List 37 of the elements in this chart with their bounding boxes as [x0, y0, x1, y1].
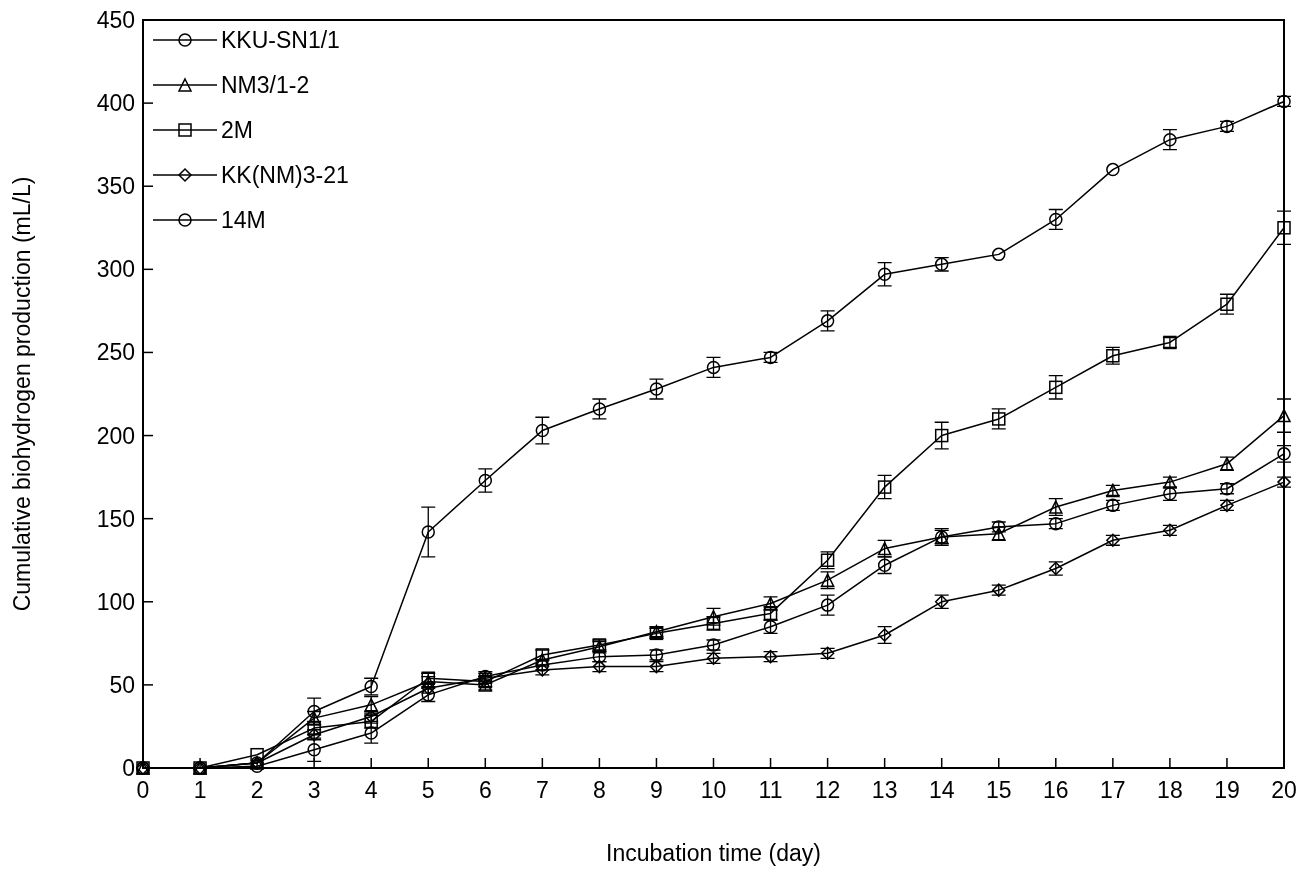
- x-tick-label: 11: [758, 777, 783, 803]
- x-tick-label: 17: [1100, 777, 1126, 803]
- y-tick-label: 400: [96, 90, 135, 117]
- y-tick-label: 0: [122, 755, 135, 782]
- x-axis-title: Incubation time (day): [606, 840, 821, 866]
- y-tick-label: 300: [96, 256, 135, 283]
- x-tick-label: 13: [871, 777, 898, 803]
- legend-label: NM3/1-2: [221, 72, 310, 99]
- x-tick-label: 2: [250, 777, 264, 803]
- x-tick-label: 9: [650, 777, 663, 803]
- y-tick-label: 450: [96, 7, 135, 34]
- y-tick-label: 100: [96, 588, 135, 615]
- x-tick-label: 4: [364, 777, 378, 803]
- x-tick-label: 10: [700, 777, 727, 803]
- x-tick-label: 20: [1271, 777, 1297, 803]
- x-tick-label: 14: [928, 777, 955, 803]
- y-tick-label: 350: [96, 173, 135, 200]
- x-tick-label: 5: [421, 777, 435, 803]
- y-tick-label: 200: [96, 422, 135, 449]
- x-tick-label: 7: [535, 777, 549, 803]
- x-tick-label: 1: [193, 777, 207, 803]
- legend-label: 2M: [221, 117, 253, 144]
- x-tick-label: 18: [1157, 777, 1183, 803]
- y-axis-title: Cumulative biohydrogen production (mL/L): [9, 176, 35, 612]
- x-tick-label: 6: [478, 777, 492, 803]
- y-tick-label: 50: [109, 671, 135, 698]
- legend-label: 14M: [221, 207, 266, 234]
- legend-label: KKU-SN1/1: [221, 27, 340, 54]
- x-tick-label: 12: [814, 777, 841, 803]
- legend-label: KK(NM)3-21: [221, 162, 349, 189]
- y-tick-label: 250: [96, 339, 135, 366]
- x-tick-label: 19: [1214, 777, 1240, 803]
- y-tick-label: 150: [96, 505, 135, 532]
- x-tick-label: 15: [985, 777, 1012, 803]
- x-tick-label: 3: [307, 777, 321, 803]
- x-tick-label: 8: [593, 777, 606, 803]
- x-tick-label: 16: [1043, 777, 1069, 803]
